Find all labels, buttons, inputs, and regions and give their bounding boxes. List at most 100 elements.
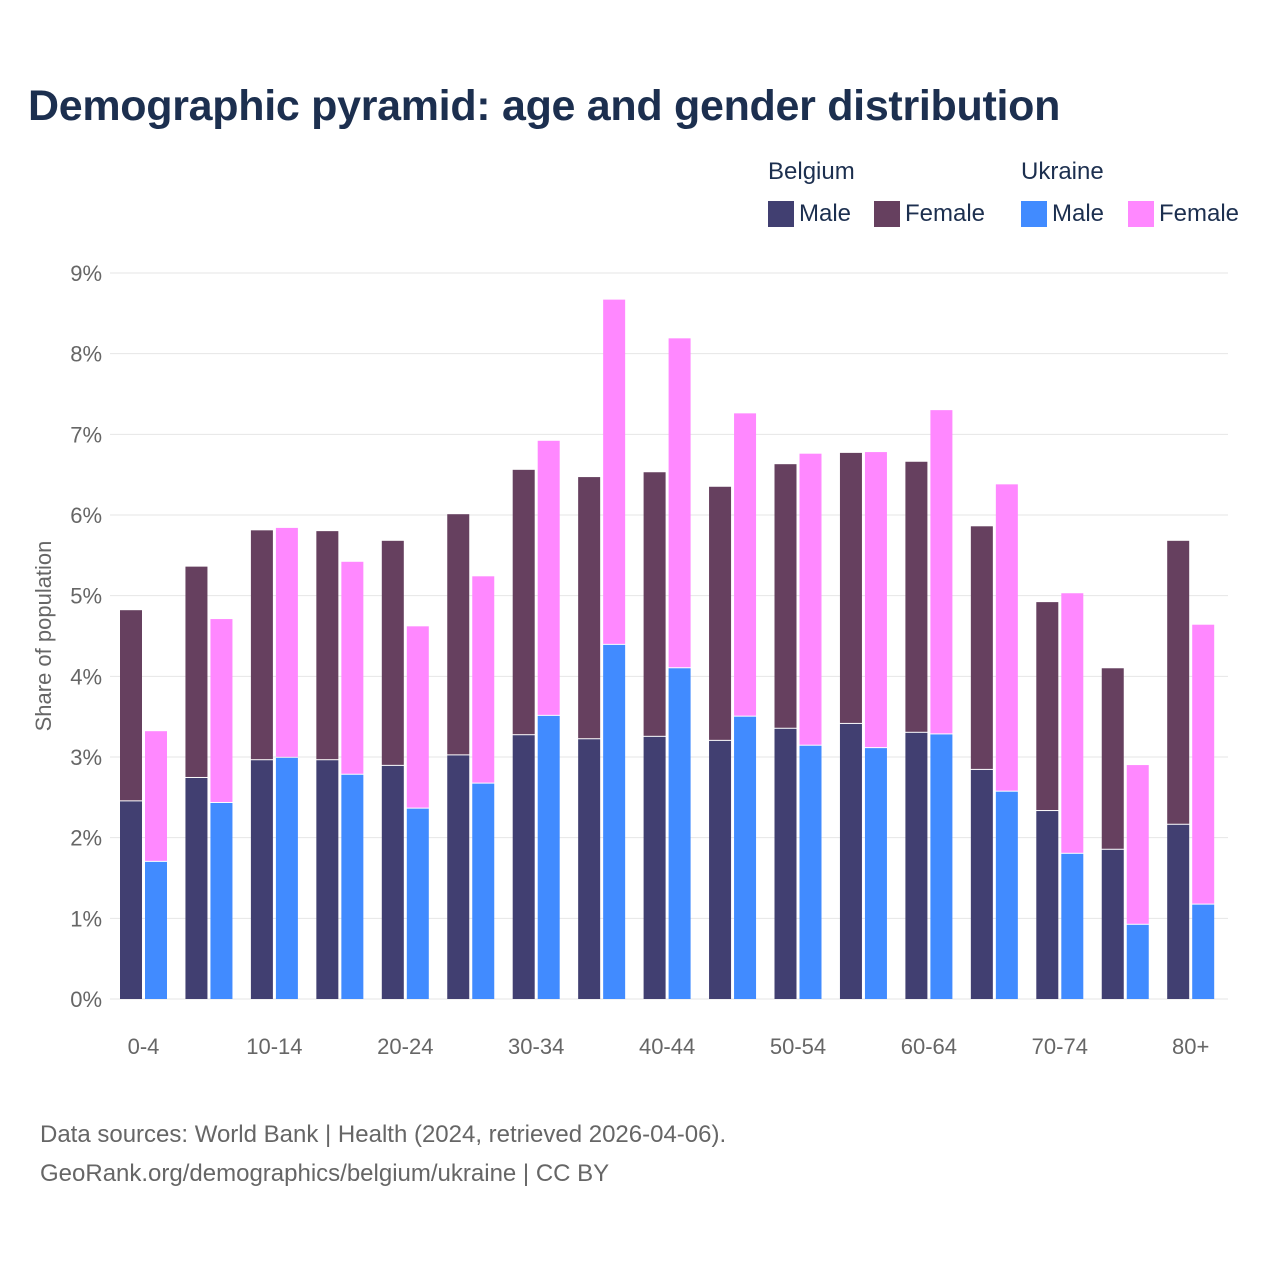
legend-label: Female <box>1159 200 1240 227</box>
y-tick-label: 6% <box>70 503 102 528</box>
bar-ukraine-female <box>799 453 822 745</box>
bar-ukraine-male <box>1192 904 1215 999</box>
legend-group-belgium: Belgium <box>768 158 855 185</box>
x-tick-label: 30-34 <box>508 1034 564 1059</box>
bar-ukraine-female <box>210 619 233 802</box>
bar-belgium-female <box>709 486 732 740</box>
y-tick-label: 3% <box>70 745 102 770</box>
legend-belgium-male[interactable]: Male <box>768 200 851 228</box>
bar-belgium-male <box>381 765 404 999</box>
bar-belgium-female <box>512 469 535 735</box>
bar-ukraine-male <box>1126 924 1149 999</box>
y-tick-label: 7% <box>70 422 102 447</box>
legend-swatch <box>1021 201 1047 227</box>
bar-ukraine-male <box>930 734 953 999</box>
x-tick-label: 20-24 <box>377 1034 433 1059</box>
bar-ukraine-female <box>603 299 626 644</box>
bar-belgium-male <box>643 736 666 999</box>
legend-swatch <box>768 201 794 227</box>
bar-ukraine-male <box>734 716 757 999</box>
bar-belgium-female <box>447 514 470 755</box>
y-tick-label: 5% <box>70 584 102 609</box>
legend-swatch <box>874 201 900 227</box>
bar-ukraine-female <box>734 413 757 716</box>
bar-belgium-male <box>120 801 142 999</box>
bar-belgium-female <box>316 531 339 760</box>
bar-belgium-female <box>1167 540 1190 824</box>
bar-belgium-male <box>1167 824 1190 999</box>
bar-ukraine-female <box>1061 593 1084 853</box>
legend-label: Male <box>799 200 852 227</box>
bar-belgium-female <box>578 477 601 739</box>
bar-ukraine-female <box>930 410 953 734</box>
bar-belgium-male <box>512 735 535 999</box>
legend-ukraine-male[interactable]: Male <box>1021 200 1104 228</box>
x-tick-label: 60-64 <box>901 1034 957 1059</box>
legend-label: Female <box>905 200 986 227</box>
bar-belgium-male <box>970 769 993 999</box>
bar-ukraine-male <box>341 774 364 999</box>
bar-belgium-female <box>185 566 208 777</box>
x-tick-label: 40-44 <box>639 1034 695 1059</box>
legend-belgium-female[interactable]: Female <box>874 200 985 228</box>
bar-belgium-female <box>381 540 404 765</box>
bar-ukraine-female <box>537 440 560 715</box>
bar-belgium-female <box>250 530 273 760</box>
footer: Data sources: World Bank | Health (2024,… <box>40 1115 726 1193</box>
bar-belgium-male <box>709 740 732 999</box>
bar-ukraine-female <box>341 561 364 774</box>
chart-title: Demographic pyramid: age and gender dist… <box>28 82 1061 130</box>
y-tick-label: 0% <box>70 987 102 1012</box>
legend-ukraine-female[interactable]: Female <box>1128 200 1239 228</box>
bar-belgium-female <box>839 452 862 723</box>
x-tick-label: 80+ <box>1172 1034 1209 1059</box>
bar-ukraine-male <box>472 783 495 999</box>
legend-label: Male <box>1052 200 1105 227</box>
bar-belgium-male <box>185 777 208 999</box>
bar-belgium-female <box>905 461 928 732</box>
y-axis-label: Share of population <box>31 541 56 732</box>
bar-ukraine-male <box>864 748 887 999</box>
bar-ukraine-male <box>1061 853 1084 999</box>
bar-ukraine-female <box>864 452 887 748</box>
bar-belgium-male <box>447 755 470 999</box>
y-tick-label: 9% <box>70 261 102 286</box>
y-tick-label: 2% <box>70 826 102 851</box>
bar-ukraine-male <box>275 757 298 999</box>
bar-belgium-female <box>643 472 666 736</box>
bar-ukraine-female <box>668 338 691 668</box>
bar-belgium-male <box>774 728 797 999</box>
bar-ukraine-male <box>406 808 429 999</box>
bar-belgium-male <box>250 760 273 999</box>
bar-belgium-female <box>1036 602 1059 811</box>
bar-ukraine-male <box>995 791 1018 999</box>
bar-ukraine-female <box>406 626 429 808</box>
bar-ukraine-male <box>799 745 822 999</box>
bar-ukraine-female <box>472 576 495 783</box>
x-tick-label: 0-4 <box>128 1034 160 1059</box>
bar-ukraine-male <box>537 715 560 999</box>
bar-ukraine-male <box>668 668 691 999</box>
bar-ukraine-male <box>603 644 626 999</box>
bar-belgium-male <box>1036 811 1059 999</box>
legend-swatch <box>1128 201 1154 227</box>
bar-belgium-male <box>578 739 601 999</box>
bar-belgium-male <box>905 732 928 999</box>
bar-ukraine-female <box>275 527 298 757</box>
bar-belgium-female <box>970 526 993 769</box>
source-text: Data sources: World Bank | Health (2024,… <box>40 1121 727 1148</box>
x-tick-label: 10-14 <box>246 1034 302 1059</box>
y-tick-label: 8% <box>70 342 102 367</box>
bar-belgium-female <box>774 464 797 728</box>
x-tick-label: 50-54 <box>770 1034 826 1059</box>
credit-text: GeoRank.org/demographics/belgium/ukraine… <box>40 1160 610 1187</box>
bar-ukraine-male <box>210 802 233 999</box>
bar-belgium-female <box>120 610 142 801</box>
bar-ukraine-female <box>1192 624 1215 904</box>
y-tick-label: 4% <box>70 664 102 689</box>
x-tick-label: 70-74 <box>1032 1034 1088 1059</box>
bar-belgium-female <box>1101 668 1124 849</box>
bar-belgium-male <box>839 723 862 999</box>
y-tick-label: 1% <box>70 906 102 931</box>
